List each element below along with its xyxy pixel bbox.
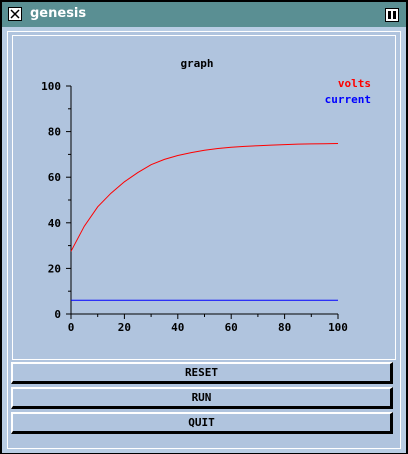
y-tick-label: 20 bbox=[48, 262, 61, 275]
y-tick-label: 80 bbox=[48, 126, 61, 139]
x-tick-label: 60 bbox=[225, 321, 238, 334]
quit-button[interactable]: QUIT bbox=[11, 412, 393, 434]
x-tick-label: 20 bbox=[118, 321, 131, 334]
legend-volts: volts bbox=[338, 77, 371, 90]
x-tick-label: 80 bbox=[278, 321, 291, 334]
y-tick-label: 40 bbox=[48, 217, 61, 230]
graph-panel: graph 0 20 40 60 80 100 0 20 40 60 80 100 volts curr… bbox=[12, 35, 396, 360]
legend-current: current bbox=[325, 93, 371, 106]
graph-chart: graph 0 20 40 60 80 100 0 20 40 60 80 100 volts curr… bbox=[41, 57, 371, 334]
series-line-volts bbox=[70, 143, 339, 252]
reset-button[interactable]: RESET bbox=[11, 362, 393, 384]
chart-title: graph bbox=[180, 57, 213, 70]
run-button[interactable]: RUN bbox=[11, 387, 393, 409]
window-menu-icon[interactable] bbox=[8, 7, 22, 21]
y-tick-label: 100 bbox=[41, 80, 61, 93]
y-tick-label: 0 bbox=[54, 308, 61, 321]
form-panel: graph 0 20 40 60 80 100 0 20 40 60 80 100 volts curr… bbox=[7, 31, 401, 449]
window-frame: graph 0 20 40 60 80 100 0 20 40 60 80 100 volts curr… bbox=[2, 27, 406, 453]
window-title: genesis bbox=[30, 6, 87, 21]
x-tick-label: 0 bbox=[68, 321, 75, 334]
title-bar[interactable]: genesis bbox=[2, 2, 406, 27]
y-tick-label: 60 bbox=[48, 171, 61, 184]
maximize-icon[interactable] bbox=[385, 8, 399, 22]
x-tick-label: 100 bbox=[328, 321, 348, 334]
x-tick-label: 40 bbox=[171, 321, 184, 334]
